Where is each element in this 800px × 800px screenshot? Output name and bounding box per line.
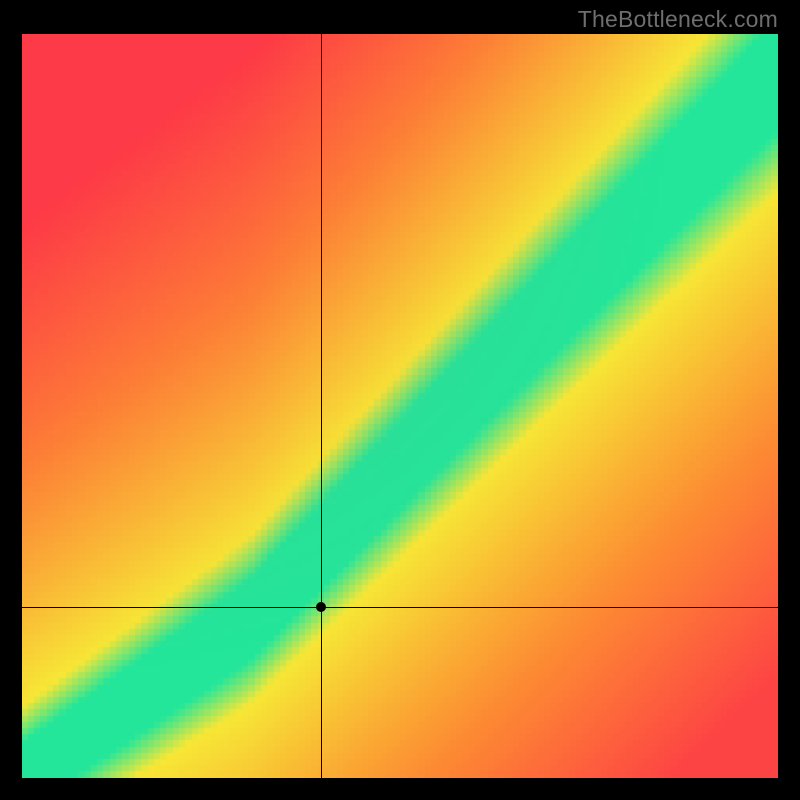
bottleneck-heatmap: [22, 34, 778, 778]
chart-container: TheBottleneck.com: [0, 0, 800, 800]
crosshair-point: [316, 602, 326, 612]
watermark-text: TheBottleneck.com: [578, 6, 778, 33]
crosshair-vertical: [321, 34, 322, 778]
crosshair-horizontal: [22, 607, 778, 608]
